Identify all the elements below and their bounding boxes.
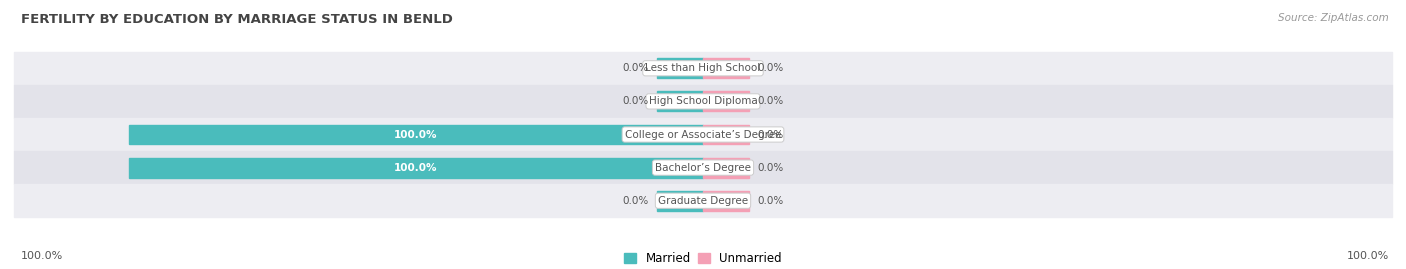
- Text: 100.0%: 100.0%: [1347, 251, 1389, 261]
- Text: 0.0%: 0.0%: [758, 96, 783, 107]
- Text: 0.0%: 0.0%: [623, 196, 648, 206]
- Text: Source: ZipAtlas.com: Source: ZipAtlas.com: [1278, 13, 1389, 23]
- Text: 100.0%: 100.0%: [21, 251, 63, 261]
- Bar: [14, 118, 1392, 151]
- Text: 0.0%: 0.0%: [758, 129, 783, 140]
- Text: 0.0%: 0.0%: [758, 196, 783, 206]
- Text: Graduate Degree: Graduate Degree: [658, 196, 748, 206]
- Text: High School Diploma: High School Diploma: [648, 96, 758, 107]
- Text: 100.0%: 100.0%: [394, 129, 437, 140]
- Bar: [129, 125, 703, 144]
- Text: 0.0%: 0.0%: [623, 96, 648, 107]
- Bar: [129, 158, 703, 178]
- Bar: [703, 191, 749, 211]
- Bar: [14, 184, 1392, 217]
- Legend: Married, Unmarried: Married, Unmarried: [620, 247, 786, 269]
- Text: 0.0%: 0.0%: [758, 162, 783, 173]
- Text: 0.0%: 0.0%: [758, 63, 783, 73]
- Text: 0.0%: 0.0%: [623, 63, 648, 73]
- Bar: [657, 58, 703, 78]
- Text: 100.0%: 100.0%: [394, 162, 437, 173]
- Bar: [703, 91, 749, 111]
- Text: Bachelor’s Degree: Bachelor’s Degree: [655, 162, 751, 173]
- Text: Less than High School: Less than High School: [645, 63, 761, 73]
- Bar: [703, 125, 749, 144]
- Bar: [14, 85, 1392, 118]
- Text: FERTILITY BY EDUCATION BY MARRIAGE STATUS IN BENLD: FERTILITY BY EDUCATION BY MARRIAGE STATU…: [21, 13, 453, 26]
- Bar: [657, 191, 703, 211]
- Bar: [14, 151, 1392, 184]
- Bar: [657, 91, 703, 111]
- Bar: [703, 58, 749, 78]
- Text: College or Associate’s Degree: College or Associate’s Degree: [624, 129, 782, 140]
- Bar: [14, 52, 1392, 85]
- Bar: [703, 158, 749, 178]
